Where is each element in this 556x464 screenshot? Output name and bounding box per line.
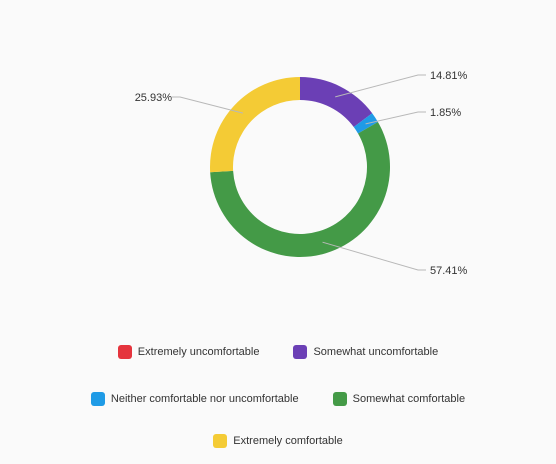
legend-label: Somewhat comfortable [352,393,466,405]
legend-item-extremely-comfortable[interactable]: Extremely comfortable [213,434,343,448]
legend-label: Extremely uncomfortable [137,346,260,358]
legend-item-neither[interactable]: Neither comfortable nor uncomfortable [90,392,299,406]
callout-line-4 [172,96,244,114]
callout-line-1 [335,74,426,98]
donut-slice-4[interactable] [210,77,300,173]
legend-swatch [213,434,228,448]
data-label-1: 14.81% [430,70,468,82]
callout-line-2 [365,111,426,125]
callout-line-3 [322,241,426,271]
legend-swatch [117,345,132,359]
legend-row-1: Extremely uncomfortable Somewhat uncomfo… [0,340,556,364]
donut-slice-1[interactable] [300,77,373,127]
legend-item-extremely-uncomfortable[interactable]: Extremely uncomfortable [117,345,260,359]
legend-label: Extremely comfortable [233,435,343,447]
legend-swatch [90,392,105,406]
donut-chart: 14.81% 1.85% 57.41% 25.93% [135,70,468,277]
legend-item-somewhat-uncomfortable[interactable]: Somewhat uncomfortable [293,345,438,359]
data-label-4: 25.93% [135,92,173,104]
legend-label: Neither comfortable nor uncomfortable [110,393,299,405]
data-label-3: 57.41% [430,265,468,277]
legend-row-2: Neither comfortable nor uncomfortable So… [0,387,556,411]
data-label-2: 1.85% [430,107,461,119]
legend-item-somewhat-comfortable[interactable]: Somewhat comfortable [332,392,466,406]
donut-slice-3[interactable] [210,121,391,258]
legend-row-3: Extremely comfortable [0,429,556,453]
chart-area: 14.81% 1.85% 57.41% 25.93% [135,70,468,277]
legend-label: Somewhat uncomfortable [313,346,439,358]
legend-swatch [332,392,347,406]
legend-swatch [293,345,308,359]
